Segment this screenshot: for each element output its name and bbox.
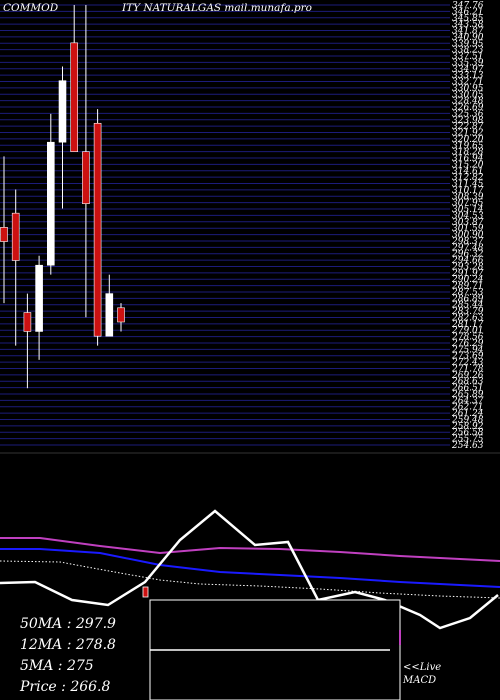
price-tick-label: 289.71 xyxy=(451,282,484,292)
price-tick-label: 301.59 xyxy=(452,224,484,234)
price-tick-label: 310.17 xyxy=(452,186,484,196)
price-tick-label: 298.37 xyxy=(451,237,484,247)
price-tick-label: 308.39 xyxy=(452,192,484,202)
price-tick-label: 322.87 xyxy=(452,122,484,132)
price-tick-label: 318.28 xyxy=(452,148,484,158)
title-left: COMMOD xyxy=(3,2,59,14)
price-tick-label: 275.94 xyxy=(451,345,484,355)
price-tick-label: 332.71 xyxy=(452,78,484,88)
price-tick-label: 266.51 xyxy=(451,384,484,394)
ma12-text: 12MA : 278.8 xyxy=(20,637,116,653)
price-tick-label: 303.87 xyxy=(452,218,484,228)
ma12-line xyxy=(0,548,500,588)
price-tick-label: 333.13 xyxy=(452,71,484,81)
price-tick-label: 287.53 xyxy=(451,288,484,298)
price-tick-label: 254.63 xyxy=(451,441,484,451)
price-tick-label: 281.17 xyxy=(451,320,484,330)
ma5-line xyxy=(0,560,500,599)
price-tick-label: 297.48 xyxy=(451,243,484,253)
price-tick-label: 285.44 xyxy=(451,301,484,311)
price-tick-label: 311.45 xyxy=(452,180,484,190)
price-tick-label: 334.97 xyxy=(452,65,484,75)
price-text: Price : 266.8 xyxy=(19,679,111,695)
price-tick-label: 328.48 xyxy=(452,97,484,107)
price-tick-label: 291.97 xyxy=(451,269,484,279)
price-tick-label: 323.98 xyxy=(452,116,484,126)
ma50-text: 50MA : 297.9 xyxy=(20,616,116,632)
price-tick-label: 264.37 xyxy=(451,396,484,406)
price-tick-label: 259.48 xyxy=(451,415,484,425)
price-axis: 347.76346.21345.85343.58341.87340.90339.… xyxy=(451,1,484,451)
macd-label: MACD xyxy=(402,675,436,686)
price-tick-label: 278.56 xyxy=(451,333,484,343)
price-tick-label: 282.63 xyxy=(451,313,484,323)
price-tick-label: 339.95 xyxy=(452,39,484,49)
candle-body xyxy=(117,307,125,323)
price-tick-label: 256.58 xyxy=(451,428,484,438)
candle-body xyxy=(70,42,78,152)
price-tick-label: 312.82 xyxy=(452,173,484,183)
price-tick-label: 293.28 xyxy=(451,262,484,272)
candle-body xyxy=(0,227,8,242)
price-tick-label: 330.05 xyxy=(452,90,484,100)
price-tick-label: 338.23 xyxy=(452,46,484,56)
ma5-text: 5MA : 275 xyxy=(20,658,94,674)
price-tick-label: 290.24 xyxy=(451,275,484,285)
price-tick-label: 262.71 xyxy=(451,403,484,413)
price-tick-label: 314.61 xyxy=(452,167,484,177)
price-tick-label: 294.66 xyxy=(451,256,484,266)
price-tick-label: 320.20 xyxy=(452,135,484,145)
price-tick-label: 258.92 xyxy=(451,422,484,432)
candle-body xyxy=(11,212,20,261)
price-tick-label: 261.24 xyxy=(451,409,484,419)
price-tick-label: 300.90 xyxy=(452,231,484,241)
price-grid xyxy=(0,4,450,446)
price-tick-label: 307.95 xyxy=(452,199,484,209)
ma50-line xyxy=(0,537,500,562)
candle-body xyxy=(82,151,90,205)
candle-body xyxy=(23,312,32,332)
price-tick-label: 304.53 xyxy=(452,211,484,221)
price-tick-label: 268.63 xyxy=(451,377,484,387)
price-tick-label: 330.95 xyxy=(452,84,484,94)
price-tick-label: 269.26 xyxy=(451,371,484,381)
title-right: ITY NATURALGAS mail.munafa.pro xyxy=(121,2,312,14)
candle-body xyxy=(105,293,114,337)
price-tick-label: 265.89 xyxy=(451,390,484,400)
price-tick-label: 325.36 xyxy=(452,109,484,119)
price-tick-label: 272.43 xyxy=(451,358,484,368)
price-tick-label: 347.76 xyxy=(452,1,484,11)
price-tick-label: 319.65 xyxy=(452,141,484,151)
candle-body xyxy=(58,80,67,143)
price-tick-label: 279.01 xyxy=(451,326,484,336)
price-tick-label: 321.92 xyxy=(452,129,484,139)
candle-body xyxy=(35,264,43,332)
price-tick-label: 283.79 xyxy=(451,307,484,317)
macd-candle xyxy=(142,586,149,598)
price-tick-label: 343.58 xyxy=(452,20,484,30)
price-tick-label: 305.14 xyxy=(452,205,484,215)
price-tick-label: 340.90 xyxy=(452,33,484,43)
price-tick-label: 341.87 xyxy=(452,27,484,37)
price-tick-label: 316.94 xyxy=(452,154,484,164)
price-tick-label: 326.69 xyxy=(452,103,484,113)
candle-body xyxy=(93,122,102,337)
price-tick-label: 315.20 xyxy=(452,160,484,170)
price-tick-label: 255.75 xyxy=(451,435,484,445)
price-tick-label: 273.69 xyxy=(451,352,484,362)
price-tick-label: 337.51 xyxy=(452,52,484,62)
live-label: <<Live xyxy=(403,662,441,673)
candles xyxy=(0,5,125,389)
price-tick-label: 286.89 xyxy=(451,294,484,304)
price-tick-label: 346.21 xyxy=(452,7,484,17)
price-tick-label: 296.32 xyxy=(451,250,484,260)
price-tick-label: 276.29 xyxy=(451,339,484,349)
price-tick-label: 345.85 xyxy=(452,14,484,24)
price-tick-label: 271.78 xyxy=(451,364,484,374)
candle-body xyxy=(46,141,55,266)
price-line xyxy=(0,509,499,630)
price-tick-label: 335.39 xyxy=(452,58,484,68)
